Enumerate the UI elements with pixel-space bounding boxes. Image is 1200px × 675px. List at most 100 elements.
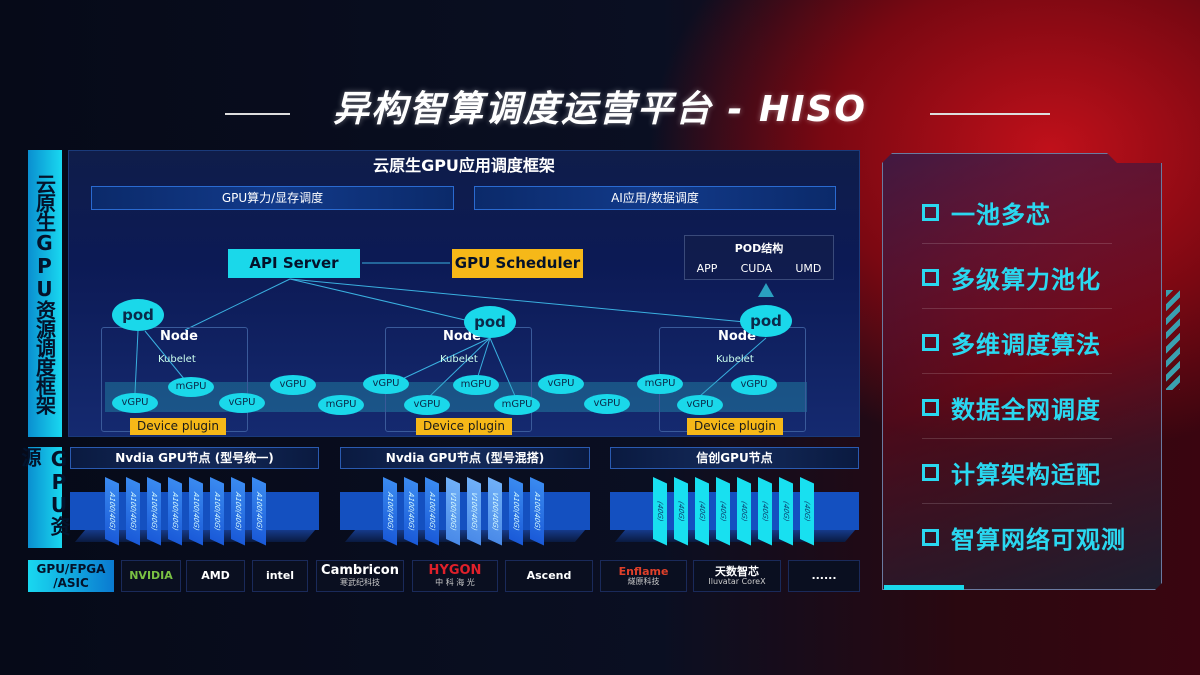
gpu-chip: A100(40G) (105, 477, 119, 546)
gpu-chip: (40G) (779, 477, 793, 546)
gpu-ellipse: vGPU (731, 375, 777, 395)
gpu-node-header: Nvdia GPU节点 (型号统一) (70, 447, 319, 469)
vendor-logo: Enflame 燧原科技 (600, 560, 687, 592)
gpu-chip: A100(40G) (168, 477, 182, 546)
gpu-chip: (40G) (674, 477, 688, 546)
vendor-subtitle: 中 科 海 光 (435, 577, 475, 587)
vendor-logo: HYGON 中 科 海 光 (412, 560, 498, 592)
feature-divider (922, 373, 1112, 374)
feature-panel (882, 153, 1162, 590)
gpu-chip: V100(40G) (467, 477, 481, 546)
kubelet-label: Kubelet (440, 354, 478, 365)
gpu-ellipse: mGPU (453, 375, 499, 395)
gpu-node-strip (340, 492, 590, 530)
gpu-chip: A100(40G) (530, 477, 544, 546)
vendor-name: Enflame (618, 564, 669, 578)
pod-item: UMD (795, 262, 822, 275)
gpu-chip: A100(40G) (383, 477, 397, 546)
pod-ellipse: pod (464, 306, 516, 338)
square-bullet-icon (922, 269, 939, 286)
sub-box-gpu: GPU算力/显存调度 (91, 186, 454, 210)
feature-label: 计算架构适配 (951, 461, 1101, 489)
page-title: 异构智算调度运营平台 - HISO (332, 89, 868, 130)
vendor-logo: intel (252, 560, 308, 592)
gpu-ellipse: vGPU (363, 374, 409, 394)
gpu-ellipse: vGPU (404, 395, 450, 415)
vendor-label: GPU/FPGA /ASIC (28, 560, 114, 592)
feature-item: 计算架构适配 (922, 455, 1101, 490)
gpu-chip: A100(40G) (252, 477, 266, 546)
gpu-ellipse: mGPU (637, 374, 683, 394)
square-bullet-icon (922, 334, 939, 351)
feature-label: 一池多芯 (951, 201, 1051, 229)
vendor-name: Ascend (526, 568, 572, 582)
vendor-name: NVIDIA (129, 568, 173, 582)
gpu-chip: A100(40G) (210, 477, 224, 546)
node-label: Node (718, 329, 756, 344)
feature-label: 智算网络可观测 (951, 526, 1126, 554)
pod-ellipse: pod (112, 299, 164, 331)
pod-up-arrow-icon (758, 283, 774, 297)
pod-ellipse: pod (740, 305, 792, 337)
gpu-ellipse: mGPU (494, 395, 540, 415)
square-bullet-icon (922, 529, 939, 546)
gpu-ellipse: vGPU (112, 393, 158, 413)
vendor-subtitle: 寒武纪科技 (340, 577, 380, 587)
vendor-subtitle: 燧原科技 (627, 576, 660, 586)
vendor-logo: NVIDIA (121, 560, 181, 592)
gpu-chip: (40G) (695, 477, 709, 546)
feature-item: 数据全网调度 (922, 390, 1101, 425)
gpu-node-floor (614, 530, 856, 542)
kubelet-label: Kubelet (158, 354, 196, 365)
device-plugin-box: Device plugin (416, 418, 512, 435)
gpu-node-header: Nvdia GPU节点 (型号混搭) (340, 447, 590, 469)
feature-item: 多维调度算法 (922, 325, 1101, 360)
title-line-left (225, 113, 290, 115)
panel-accent-bar (884, 585, 964, 590)
vendor-logo: 天数智芯 Iluvatar CoreX (693, 560, 781, 592)
gpu-chip: A100(40G) (189, 477, 203, 546)
gpu-chip: A100(40G) (425, 477, 439, 546)
gpu-chip: (40G) (758, 477, 772, 546)
vendor-name: HYGON (428, 563, 482, 579)
vendor-name: 天数智芯 (715, 564, 759, 578)
feature-label: 多级算力池化 (951, 266, 1101, 294)
vendor-logo: ...... (788, 560, 860, 592)
vendor-name: intel (265, 568, 295, 582)
gpu-scheduler-box: GPU Scheduler (452, 249, 583, 278)
feature-item: 智算网络可观测 (922, 520, 1126, 555)
gpu-chip: (40G) (737, 477, 751, 546)
square-bullet-icon (922, 464, 939, 481)
gpu-ellipse: mGPU (168, 377, 214, 397)
pod-structure-title: POD结构 (734, 242, 784, 255)
feature-divider (922, 438, 1112, 439)
gpu-chip: A100(40G) (509, 477, 523, 546)
gpu-chip: A100(40G) (147, 477, 161, 546)
gpu-ellipse: vGPU (538, 374, 584, 394)
feature-item: 一池多芯 (922, 195, 1051, 230)
sub-box-ai: AI应用/数据调度 (474, 186, 836, 210)
gpu-node-floor (344, 530, 586, 542)
device-plugin-box: Device plugin (130, 418, 226, 435)
gpu-chip: V100(40G) (488, 477, 502, 546)
pod-item: APP (696, 262, 718, 275)
gpu-ellipse: mGPU (318, 395, 364, 415)
gpu-chip: (40G) (716, 477, 730, 546)
feature-divider (922, 308, 1112, 309)
panel-accent-stripes (1166, 290, 1180, 390)
gpu-ellipse: vGPU (584, 394, 630, 414)
kubelet-label: Kubelet (716, 354, 754, 365)
side-label-framework: 云原生GPU资源调度框架 (28, 150, 62, 437)
gpu-chip: (40G) (800, 477, 814, 546)
vendor-logo: AMD (186, 560, 245, 592)
vendor-name: AMD (201, 568, 230, 582)
feature-label: 多维调度算法 (951, 331, 1101, 359)
feature-label: 数据全网调度 (951, 396, 1101, 424)
vendor-name: ...... (811, 568, 837, 582)
pod-item: CUDA (740, 262, 773, 275)
gpu-chip: A100(40G) (126, 477, 140, 546)
feature-divider (922, 243, 1112, 244)
pod-structure-box: POD结构 APP CUDA UMD (684, 235, 834, 280)
title-line-right (930, 113, 1050, 115)
